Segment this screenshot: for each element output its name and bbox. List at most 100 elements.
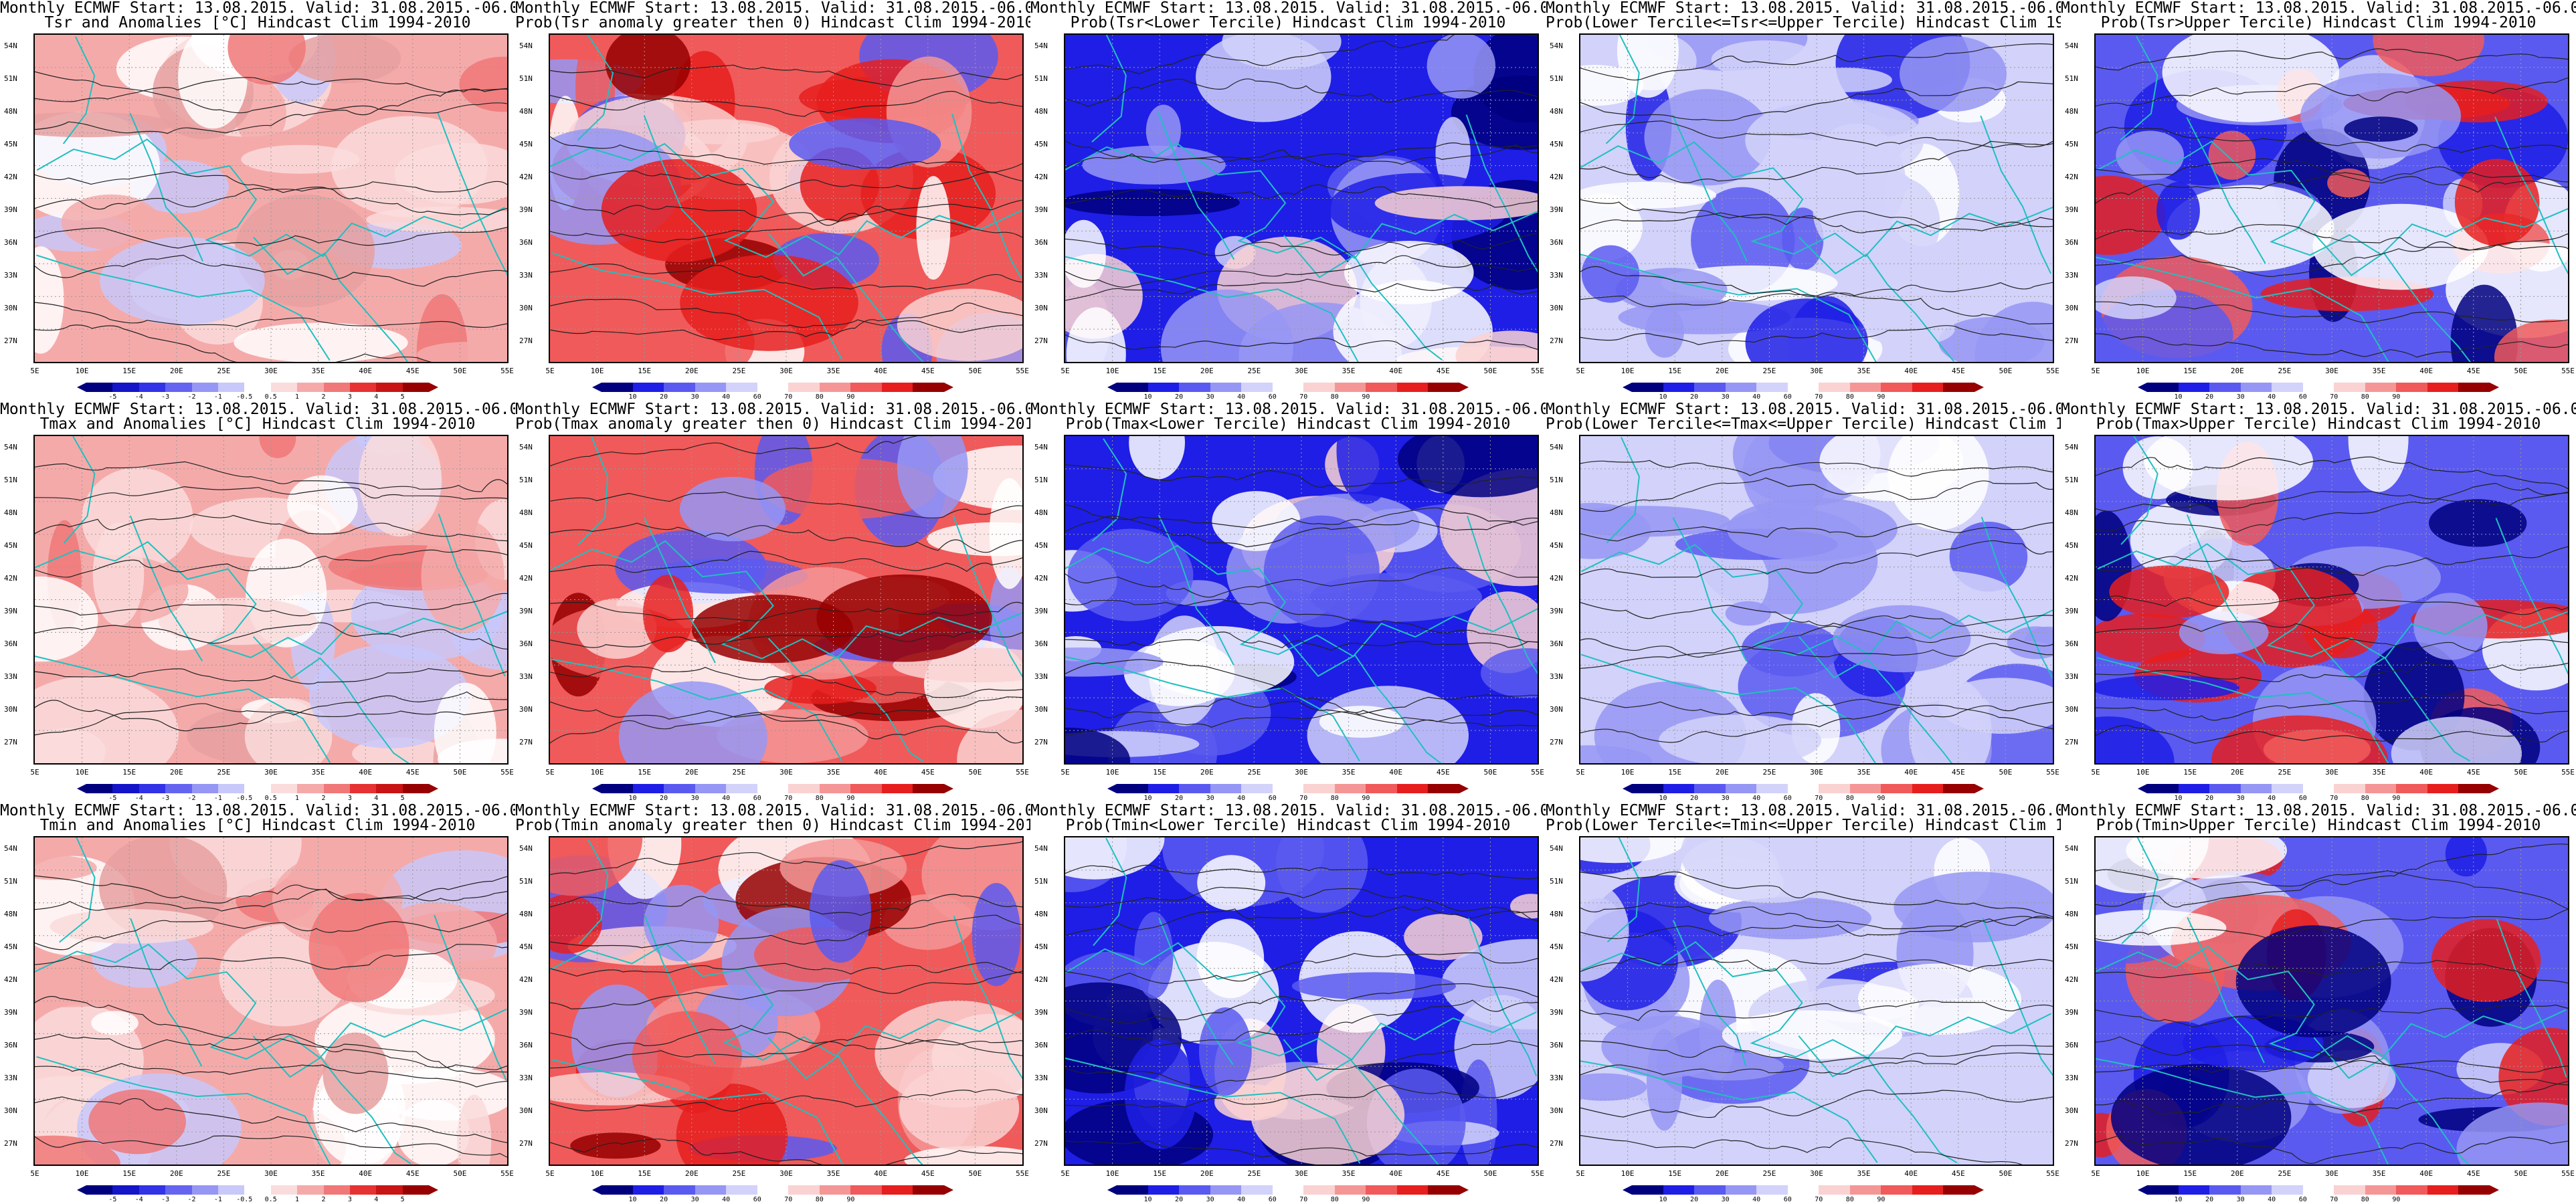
colorbar-tick-label: 80 (815, 1196, 824, 1203)
colorbar-segment (913, 1185, 945, 1195)
longitude-label: 30E (264, 768, 278, 777)
colorbar-tick-label: -1 (213, 1196, 222, 1203)
coastline (252, 636, 410, 763)
colorbar-segment (2458, 383, 2490, 392)
coastline (550, 540, 1022, 660)
latitude-label: 33N (1550, 271, 1563, 280)
isotherm-contour (1065, 142, 1538, 169)
longitude-label: 25E (217, 1169, 231, 1178)
colorbar-segment (1819, 1185, 1850, 1195)
colorbar-max-arrow (1459, 784, 1469, 793)
isotherm-contour (1065, 567, 1538, 598)
colorbar-min-arrow (592, 383, 602, 392)
field-shade (158, 597, 318, 645)
latitude-label: 27N (2065, 738, 2078, 746)
colorbar-segment (664, 383, 695, 392)
colorbar-segment (112, 784, 139, 793)
colorbar-segment (1632, 383, 1663, 392)
map-panel: Monthly ECMWF Start: 13.08.2015. Valid: … (0, 401, 515, 803)
field-shade (35, 676, 179, 763)
latitude-label: 51N (1550, 74, 1563, 83)
colorbar-segment (1849, 784, 1881, 793)
longitude-label: 20E (1715, 768, 1729, 777)
colorbar-segment (2272, 1185, 2303, 1195)
latitude-label: 39N (2065, 1008, 2078, 1017)
coastline (1580, 544, 2053, 656)
isotherm-contour (2096, 173, 2568, 204)
colorbar-min-arrow (2138, 1185, 2147, 1195)
colorbar-segment (297, 383, 324, 392)
coastline (1580, 141, 2053, 258)
field-shade (88, 1089, 186, 1155)
coastline (2496, 918, 2567, 1078)
colorbar-tick-label: 70 (1299, 795, 1308, 802)
latitude-label: 48N (2065, 508, 2078, 517)
isotherm-contour (1580, 704, 2053, 743)
isotherm-contour (550, 436, 933, 467)
latitude-label: 51N (2065, 877, 2078, 886)
panel-title-line2: Prob(Lower Tercile<=Tmin<=Upper Tercile)… (1546, 817, 2061, 834)
colorbar-segment (2365, 383, 2397, 392)
isotherm-contour (550, 1089, 1022, 1112)
latitude-label: 30N (4, 705, 17, 714)
panel-title-line2: Prob(Tmin anomaly greater then 0) Hindca… (515, 817, 1030, 834)
colorbar-segment (1663, 1185, 1695, 1195)
colorbar-tick-label: 40 (1237, 393, 1246, 401)
colorbar-tick-label: 80 (1845, 1196, 1854, 1203)
colorbar-segment (402, 1185, 430, 1195)
coastline (2097, 542, 2568, 660)
colorbar-segment (1334, 383, 1366, 392)
longitude-label: 50E (453, 768, 467, 777)
latitude-label: 39N (1034, 607, 1048, 615)
colorbar-segment (1881, 383, 1912, 392)
longitude-label: 30E (264, 1169, 278, 1178)
coastline (643, 115, 717, 264)
latitude-label: 36N (1550, 238, 1563, 247)
latitude-label: 54N (2065, 443, 2078, 452)
coastline (767, 637, 925, 763)
coastline (1065, 656, 1360, 762)
coastline (1798, 635, 1952, 763)
map-field-svg (2096, 436, 2568, 763)
field-shade (2344, 116, 2418, 142)
longitude-label: 5E (1576, 367, 1585, 375)
coastline (438, 513, 506, 677)
longitude-label: 5E (545, 768, 555, 777)
map-field-svg (2096, 837, 2568, 1165)
isotherm-contour (2096, 662, 2568, 682)
latitude-label: 42N (519, 173, 533, 181)
longitude-label: 50E (2514, 367, 2528, 375)
panel-title-line1: Monthly ECMWF Start: 13.08.2015. Valid: … (1546, 401, 2061, 418)
coastline (2187, 916, 2265, 1064)
latitude-label: 30N (519, 304, 533, 312)
colorbar-tick-label: 10 (628, 393, 637, 401)
colorbar-tick-label: 30 (691, 1196, 699, 1203)
isotherm-contour (35, 668, 507, 685)
coastline (35, 656, 331, 763)
colorbar-tick-label: 80 (1330, 795, 1339, 802)
latitude-label: 27N (519, 1139, 533, 1148)
colorbar-segment (2147, 784, 2179, 793)
latitude-label: 42N (4, 574, 17, 583)
latitude-label: 39N (1550, 607, 1563, 615)
longitude-label: 20E (169, 367, 183, 375)
longitude-label: 15E (1153, 1169, 1167, 1178)
longitude-label: 25E (1247, 367, 1261, 375)
colorbar (2138, 383, 2500, 392)
longitude-label: 35E (311, 367, 325, 375)
colorbar-tick-label: 90 (846, 393, 855, 401)
longitude-label: 40E (359, 768, 373, 777)
longitude-label: 25E (1762, 768, 1776, 777)
map-panel: Monthly ECMWF Start: 13.08.2015. Valid: … (0, 0, 515, 401)
panel-title-line2: Prob(Tmax>Upper Tercile) Hindcast Clim 1… (2096, 415, 2541, 433)
isotherm-contour (1065, 255, 1538, 288)
colorbar-segment (881, 1185, 913, 1195)
field-shade (1580, 1073, 1647, 1101)
colorbar-tick-label: 20 (1690, 1196, 1699, 1203)
latitude-label: 39N (2065, 607, 2078, 615)
latitude-label: 30N (4, 304, 17, 312)
coastline (253, 237, 409, 362)
longitude-label: 25E (1247, 768, 1261, 777)
colorbar-tick-label: 90 (1877, 393, 1885, 401)
colorbar-segment (244, 383, 271, 392)
